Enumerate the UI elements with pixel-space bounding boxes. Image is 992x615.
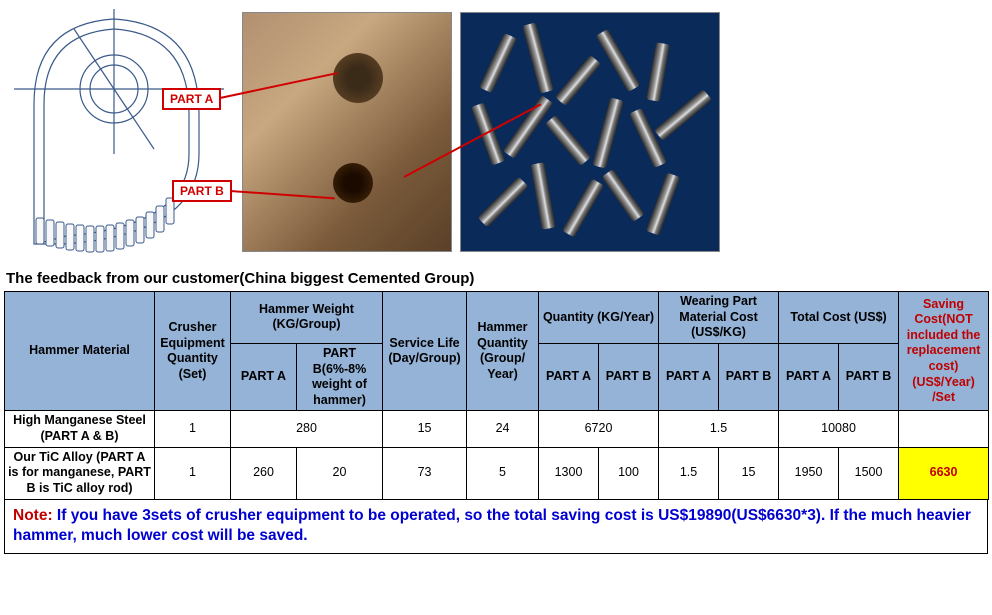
part-b-label: PART B	[172, 180, 232, 202]
casting-photo	[242, 12, 452, 252]
table-cell: Our TiC Alloy (PART A is for manganese, …	[5, 447, 155, 499]
hdr-material: Hammer Material	[5, 292, 155, 411]
table-cell: 1300	[539, 447, 599, 499]
note-text: If you have 3sets of crusher equipment t…	[13, 507, 971, 545]
hdr-weight-b: PART B(6%-8% weight of hammer)	[297, 343, 383, 411]
caption: The feedback from our customer(China big…	[6, 270, 988, 287]
table-cell: 5	[467, 447, 539, 499]
hdr-totalcost: Total Cost (US$)	[779, 292, 899, 344]
hdr-weight-a: PART A	[231, 343, 297, 411]
table-cell: 15	[383, 411, 467, 447]
hdr-qty-b: PART B	[599, 343, 659, 411]
note-label: Note:	[13, 507, 53, 524]
hammer-diagram: PART A PART B	[4, 4, 234, 264]
part-a-label: PART A	[162, 88, 221, 110]
hdr-qty-a: PART A	[539, 343, 599, 411]
images-row: PART A PART B	[4, 4, 988, 264]
comparison-table: Hammer Material Crusher Equipment Quanti…	[4, 291, 989, 500]
hdr-saving: Saving Cost(NOT included the replacement…	[899, 292, 989, 411]
table-cell: 280	[231, 411, 383, 447]
table-cell: High Manganese Steel (PART A & B)	[5, 411, 155, 447]
table-row: Our TiC Alloy (PART A is for manganese, …	[5, 447, 989, 499]
table-cell: 1500	[839, 447, 899, 499]
table-cell: 1.5	[659, 447, 719, 499]
table-cell: 100	[599, 447, 659, 499]
table-cell: 10080	[779, 411, 899, 447]
hdr-total-b: PART B	[839, 343, 899, 411]
hdr-wearcost: Wearing Part Material Cost (US$/KG)	[659, 292, 779, 344]
hdr-wear-a: PART A	[659, 343, 719, 411]
saving-cell: 6630	[899, 447, 989, 499]
hdr-total-a: PART A	[779, 343, 839, 411]
table-cell: 1	[155, 447, 231, 499]
table-cell: 1950	[779, 447, 839, 499]
hdr-qtykg: Quantity (KG/Year)	[539, 292, 659, 344]
table-cell: 24	[467, 411, 539, 447]
table-row: High Manganese Steel (PART A & B)1280152…	[5, 411, 989, 447]
hdr-life: Service Life (Day/Group)	[383, 292, 467, 411]
table-cell: 15	[719, 447, 779, 499]
note-box: Note: If you have 3sets of crusher equip…	[4, 499, 988, 555]
hdr-equipqty: Crusher Equipment Quantity (Set)	[155, 292, 231, 411]
table-cell: 73	[383, 447, 467, 499]
saving-cell	[899, 411, 989, 447]
table-cell: 1	[155, 411, 231, 447]
rods-photo	[460, 12, 720, 252]
hdr-wear-b: PART B	[719, 343, 779, 411]
table-cell: 1.5	[659, 411, 779, 447]
hdr-hammerqty: Hammer Quantity (Group/ Year)	[467, 292, 539, 411]
hdr-weight: Hammer Weight (KG/Group)	[231, 292, 383, 344]
table-cell: 20	[297, 447, 383, 499]
table-cell: 6720	[539, 411, 659, 447]
table-cell: 260	[231, 447, 297, 499]
